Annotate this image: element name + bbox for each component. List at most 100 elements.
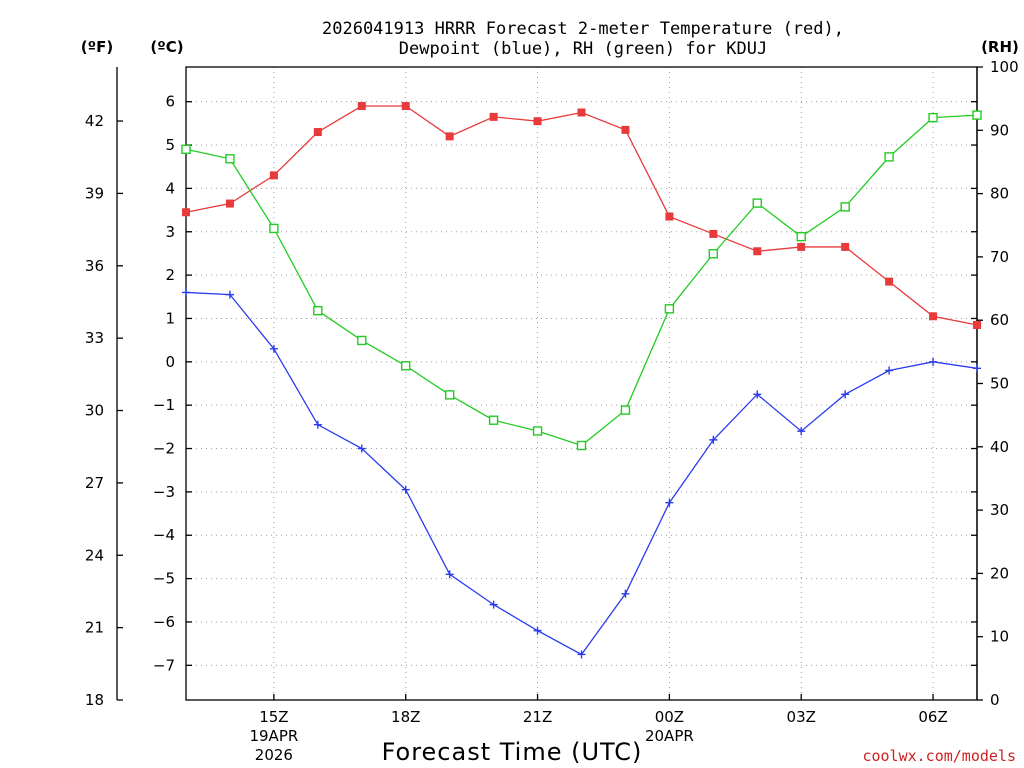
- rh-tick-label: 20: [990, 564, 1009, 582]
- celsius-tick-label: −2: [153, 440, 175, 458]
- 2-meter-temperature-point: [797, 242, 806, 251]
- 2-meter-temperature-point: [401, 102, 410, 111]
- celsius-tick-label: −7: [153, 656, 175, 674]
- time-tick-label: 06Z: [918, 708, 947, 726]
- dewpoint-point: [445, 570, 454, 579]
- celsius-tick-label: 5: [165, 136, 175, 154]
- rh-tick-label: 80: [990, 185, 1009, 203]
- celsius-tick-label: −4: [153, 526, 175, 544]
- fahrenheit-tick-label: 21: [85, 619, 104, 637]
- fahrenheit-tick-label: 30: [85, 402, 104, 420]
- fahrenheit-tick-label: 36: [85, 257, 104, 275]
- plot-frame: [185, 66, 978, 701]
- dewpoint-point: [709, 435, 718, 444]
- celsius-tick-label: 4: [165, 179, 175, 197]
- fahrenheit-tick-label: 24: [85, 546, 104, 564]
- 2-meter-temperature-point: [357, 102, 366, 111]
- celsius-tick-label: 6: [165, 93, 175, 111]
- chart-title-line-1: 2026041913 HRRR Forecast 2-meter Tempera…: [322, 19, 844, 39]
- 2-meter-temperature-point: [929, 312, 938, 321]
- rh-tick-label: 40: [990, 438, 1009, 456]
- celsius-tick-label: 3: [165, 223, 175, 241]
- 2-meter-temperature-point: [445, 132, 454, 141]
- dewpoint-point: [182, 288, 190, 297]
- fahrenheit-tick-label: 42: [85, 112, 104, 130]
- rh-tick-label: 90: [990, 121, 1009, 139]
- 2-meter-temperature-point: [665, 212, 674, 221]
- relative-humidity-point: [620, 405, 631, 415]
- celsius-tick-label: −6: [153, 613, 175, 631]
- 2-meter-temperature-point: [753, 247, 762, 256]
- relative-humidity-point: [884, 152, 894, 162]
- relative-humidity-point: [269, 223, 279, 234]
- 2-meter-temperature-point: [885, 277, 894, 286]
- fahrenheit-tick-label: 27: [85, 474, 104, 492]
- 2-meter-temperature-line: [185, 105, 978, 326]
- 2-meter-temperature-point: [973, 320, 981, 329]
- relative-humidity-point: [576, 440, 587, 451]
- time-tick-label: 03Z: [787, 708, 816, 726]
- fahrenheit-tick-label: 39: [85, 184, 104, 202]
- dewpoint-point: [401, 485, 410, 494]
- celsius-tick-label: −5: [153, 570, 175, 588]
- relative-humidity-point: [357, 335, 367, 346]
- time-tick-label: 18Z: [391, 708, 420, 726]
- dewpoint-point: [665, 498, 674, 507]
- credit-text: coolwx.com/models: [862, 747, 1016, 765]
- dewpoint-point: [621, 589, 630, 598]
- dewpoint-point: [753, 390, 762, 399]
- dewpoint-point: [841, 390, 850, 399]
- gridlines: [186, 67, 977, 700]
- 2-meter-temperature-point: [621, 125, 630, 134]
- celsius-tick-label: −3: [153, 483, 175, 501]
- relative-humidity-point: [444, 390, 455, 400]
- fahrenheit-axis-label: (ºF): [81, 38, 113, 56]
- rh-tick-label: 60: [990, 311, 1009, 329]
- data-series: [181, 102, 982, 659]
- dewpoint-point: [357, 444, 366, 453]
- relative-humidity-point: [488, 415, 499, 425]
- dewpoint-point: [973, 364, 981, 373]
- dewpoint-point: [313, 420, 322, 429]
- 2-meter-temperature-point: [313, 128, 322, 137]
- dewpoint-point: [269, 344, 278, 353]
- rh-tick-label: 0: [990, 691, 1000, 709]
- relative-humidity-point: [928, 112, 938, 123]
- 2-meter-temperature-point: [269, 171, 278, 180]
- relative-humidity-point: [972, 110, 982, 120]
- 2-meter-temperature-point: [489, 112, 498, 121]
- relative-humidity-point: [313, 306, 323, 316]
- rh-tick-label: 50: [990, 375, 1009, 393]
- dewpoint-point: [929, 357, 938, 366]
- rh-tick-label: 30: [990, 501, 1009, 519]
- time-tick-label: 00Z: [655, 708, 684, 726]
- relative-humidity-point: [664, 304, 675, 314]
- fahrenheit-tick-label: 33: [85, 329, 104, 347]
- time-tick-label: 21Z: [523, 708, 552, 726]
- rh-tick-label: 10: [990, 628, 1009, 646]
- dewpoint-point: [489, 600, 498, 609]
- time-tick-date: 2026: [255, 746, 293, 764]
- celsius-tick-label: 1: [165, 309, 175, 327]
- 2-meter-temperature-point: [533, 117, 542, 126]
- 2-meter-temperature-point: [709, 229, 718, 238]
- celsius-tick-label: −1: [153, 396, 175, 414]
- relative-humidity-point: [225, 154, 235, 164]
- rh-tick-label: 100: [990, 58, 1019, 76]
- 2-meter-temperature-point: [577, 108, 586, 117]
- relative-humidity-point: [840, 202, 850, 212]
- 2-meter-temperature-point: [841, 242, 850, 251]
- relative-humidity-point: [181, 144, 191, 154]
- time-tick-label: 15Z: [259, 708, 288, 726]
- relative-humidity-point: [796, 231, 806, 242]
- relative-humidity-point: [532, 426, 543, 436]
- dewpoint-point: [533, 626, 542, 635]
- chart-title-line-2: Dewpoint (blue), RH (green) for KDUJ: [399, 39, 767, 59]
- dewpoint-point: [797, 427, 806, 436]
- celsius-tick-label: 0: [165, 353, 175, 371]
- relative-humidity-point: [708, 249, 719, 259]
- rh-axis-label: (RH): [981, 38, 1019, 56]
- relative-humidity-point: [752, 198, 762, 208]
